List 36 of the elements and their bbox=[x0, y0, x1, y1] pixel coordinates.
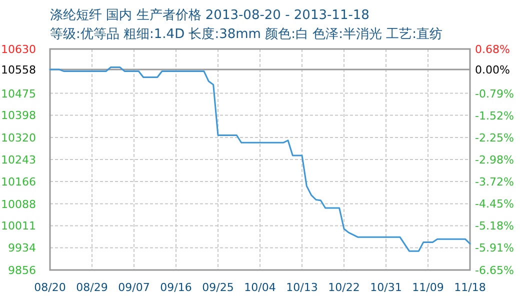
x-tick-label: 10/22 bbox=[328, 281, 360, 294]
line-series bbox=[49, 66, 471, 252]
y-tick-label: 10475 bbox=[1, 87, 36, 100]
y2-tick-label: -4.45% bbox=[475, 198, 514, 211]
y-tick-label: 10088 bbox=[1, 198, 36, 211]
y2-tick-label: -5.18% bbox=[475, 220, 514, 233]
chart-subtitle: 等级:优等品 粗细:1.4D 长度:38mm 颜色:白 色泽:半消光 工艺:直纺 bbox=[50, 26, 442, 42]
x-tick-label: 09/25 bbox=[202, 281, 234, 294]
x-tick-label: 08/29 bbox=[76, 281, 108, 294]
y2-tick-label: -2.98% bbox=[475, 153, 514, 166]
y2-tick-label: -0.79% bbox=[475, 87, 514, 100]
y2-tick-label: -3.72% bbox=[475, 176, 514, 189]
y-tick-label: 10243 bbox=[1, 154, 36, 166]
x-tick-label: 11/09 bbox=[412, 281, 444, 294]
x-tick-label: 09/16 bbox=[160, 281, 192, 294]
x-tick-label: 09/07 bbox=[118, 281, 150, 294]
x-tick-label: 10/31 bbox=[370, 281, 402, 294]
y-tick-label: 10166 bbox=[1, 175, 36, 188]
x-tick-label: 10/04 bbox=[244, 281, 276, 294]
y-tick-label: 9856 bbox=[8, 264, 36, 277]
y2-tick-label: 0.00% bbox=[475, 64, 510, 76]
chart-title: 涤纶短纤 国内 生产者价格 2013-08-20 - 2013-11-18 bbox=[50, 8, 370, 23]
y2-tick-label: -6.65% bbox=[475, 264, 514, 277]
y-tick-label: 10320 bbox=[1, 132, 36, 145]
y2-tick-label: 0.68% bbox=[475, 43, 510, 56]
x-tick-label: 11/18 bbox=[454, 281, 486, 294]
y2-tick-label: -2.25% bbox=[475, 131, 514, 144]
x-tick-label: 10/13 bbox=[286, 281, 318, 294]
y2-tick-label: -1.52% bbox=[475, 109, 514, 122]
y-tick-label: 9934 bbox=[8, 242, 36, 255]
y-tick-label: 10558 bbox=[1, 64, 36, 77]
y2-tick-label: -5.91% bbox=[475, 242, 514, 255]
y-tick-label: 10398 bbox=[1, 109, 36, 122]
y-tick-label: 10011 bbox=[1, 220, 36, 233]
x-tick-label: 08/20 bbox=[34, 281, 66, 294]
y-tick-label: 10630 bbox=[1, 43, 36, 56]
